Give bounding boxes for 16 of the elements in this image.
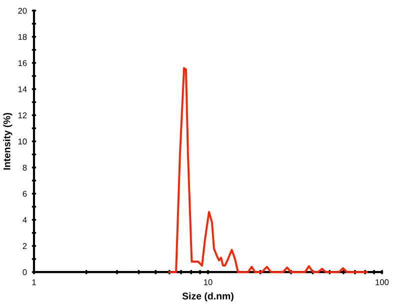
x-tick-label: 100 (376, 279, 389, 286)
y-tick-label: 14 (18, 86, 27, 92)
y-tick-label: 18 (18, 34, 27, 40)
y-tick-label: 12 (18, 112, 27, 118)
x-tick-label: 10 (204, 279, 212, 286)
y-tick-label: 6 (22, 190, 27, 197)
y-tick-label: 20 (18, 8, 27, 14)
y-tick-label: 2 (22, 243, 27, 249)
y-tick-label: 0 (22, 269, 27, 276)
y-tick-label: 8 (22, 164, 27, 171)
x-tick-label: 1 (32, 279, 36, 286)
y-tick-label: 10 (18, 138, 27, 144)
x-axis-title: Size (d.nm) (182, 292, 234, 302)
y-tick-label: 4 (22, 217, 27, 223)
y-tick-label: 16 (18, 60, 27, 66)
y-axis-title: Intensity (%) (3, 112, 12, 170)
